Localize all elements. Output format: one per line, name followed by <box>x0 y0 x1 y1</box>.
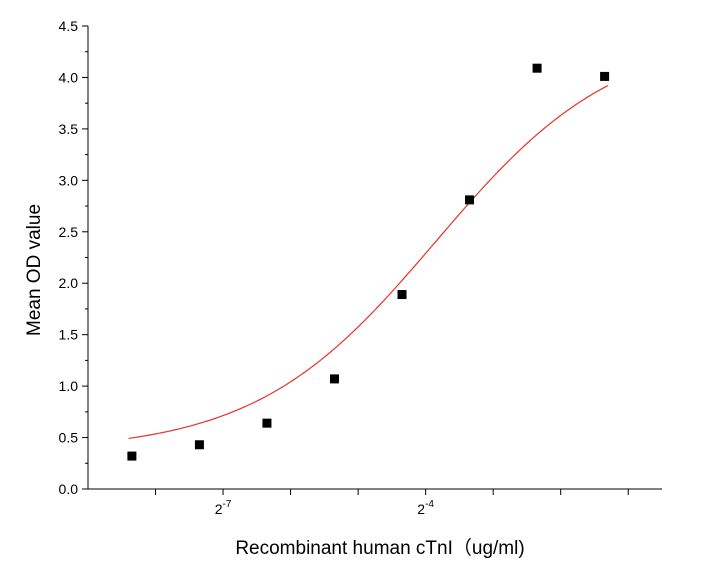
y-tick-label: 1.5 <box>59 327 79 343</box>
y-ticks: 0.0 0.5 1.0 1.5 2.0 2.5 3.0 3.5 4.0 4.5 <box>59 18 88 497</box>
x-ticks: 2-7 2-4 <box>155 489 629 517</box>
y-tick-label: 0.5 <box>59 430 79 446</box>
data-points <box>127 63 610 461</box>
y-tick-label: 2.0 <box>59 275 79 291</box>
x-tick-label: 2-4 <box>417 499 434 517</box>
data-point <box>397 290 407 300</box>
data-point <box>194 440 204 450</box>
data-point <box>127 451 137 461</box>
y-tick-label: 0.0 <box>59 481 79 497</box>
y-tick-label: 3.0 <box>59 172 79 188</box>
x-tick-label: 2-7 <box>215 499 232 517</box>
data-point <box>600 71 610 81</box>
x-axis-title: Recombinant human cTnI（ug/ml) <box>235 537 524 559</box>
y-tick-label: 4.5 <box>59 18 79 34</box>
y-axis-title: Mean OD value <box>24 204 45 336</box>
y-tick-label: 3.5 <box>59 121 79 137</box>
y-tick-label: 1.0 <box>59 378 79 394</box>
axes <box>87 26 662 490</box>
y-tick-label: 2.5 <box>59 224 79 240</box>
data-point <box>262 418 272 428</box>
data-point <box>465 195 475 205</box>
data-point <box>532 63 542 73</box>
y-tick-label: 4.0 <box>59 69 79 85</box>
data-point <box>329 374 339 384</box>
fit-curve <box>128 84 609 440</box>
